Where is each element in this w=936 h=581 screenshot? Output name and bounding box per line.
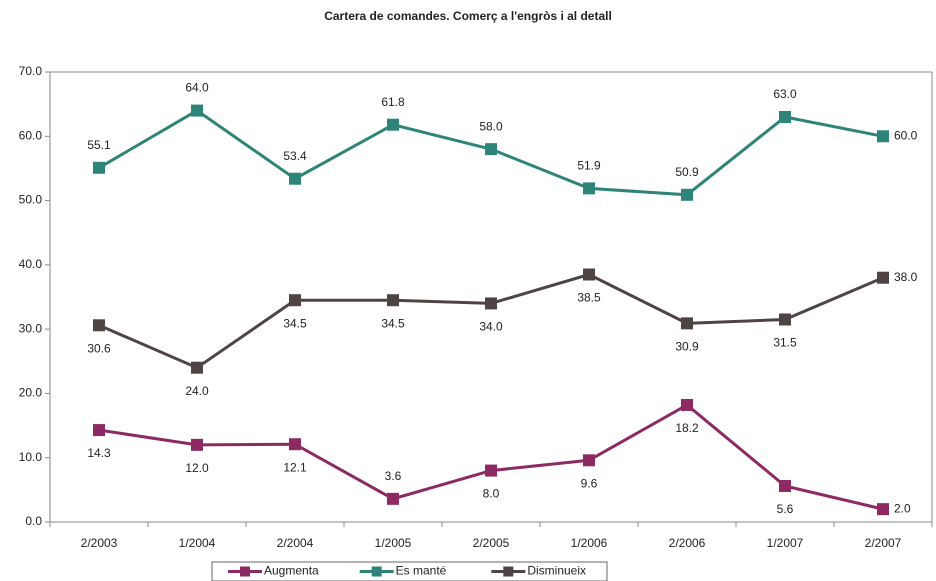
data-label: 30.9 <box>675 340 699 354</box>
marker <box>387 118 399 131</box>
data-label: 30.6 <box>87 341 111 355</box>
marker <box>289 294 301 307</box>
y-tick-label: 70.0 <box>19 64 43 78</box>
data-label: 34.0 <box>479 320 503 334</box>
data-label: 58.0 <box>479 119 503 133</box>
marker <box>93 319 105 332</box>
data-label: 5.6 <box>777 502 794 516</box>
legend-label: Disminueix <box>527 564 586 578</box>
y-tick-label: 30.0 <box>19 321 43 335</box>
data-label: 64.0 <box>185 81 209 95</box>
data-label: 38.5 <box>577 291 601 305</box>
marker <box>779 111 791 123</box>
data-label: 2.0 <box>894 501 911 515</box>
data-label: 9.6 <box>581 476 598 490</box>
marker <box>289 172 301 185</box>
data-label: 55.1 <box>87 138 111 152</box>
marker <box>779 480 791 492</box>
y-tick-label: 0.0 <box>25 514 42 528</box>
legend-label: Es manté <box>396 564 447 578</box>
marker <box>387 492 399 505</box>
data-label: 8.0 <box>483 487 500 501</box>
data-label: 61.8 <box>381 95 405 109</box>
x-tick-label: 1/2007 <box>767 536 804 550</box>
y-tick-label: 20.0 <box>19 386 43 400</box>
marker <box>681 399 693 411</box>
marker <box>93 424 105 437</box>
x-tick-label: 1/2004 <box>179 536 216 550</box>
legend-label: Augmenta <box>264 564 319 578</box>
marker <box>877 271 889 284</box>
data-label: 38.0 <box>894 270 918 284</box>
data-label: 12.0 <box>185 461 209 475</box>
marker <box>877 130 889 143</box>
data-label: 53.4 <box>283 149 307 163</box>
data-label: 63.0 <box>773 87 797 101</box>
data-label: 34.5 <box>381 316 405 330</box>
marker <box>583 454 595 467</box>
y-tick-label: 60.0 <box>19 128 43 142</box>
marker <box>191 361 203 374</box>
legend-marker <box>240 566 250 577</box>
data-label: 34.5 <box>283 316 307 330</box>
marker <box>93 161 105 174</box>
x-tick-label: 2/2007 <box>865 536 902 550</box>
y-tick-label: 50.0 <box>19 193 43 207</box>
data-label: 3.6 <box>385 469 402 483</box>
legend-marker <box>503 566 514 577</box>
marker <box>191 104 203 117</box>
x-tick-label: 2/2006 <box>669 536 706 550</box>
x-tick-label: 2/2005 <box>473 536 510 550</box>
y-tick-label: 40.0 <box>19 257 43 271</box>
marker <box>191 438 203 451</box>
marker <box>877 503 889 516</box>
marker <box>485 297 497 310</box>
marker <box>681 317 693 330</box>
data-label: 18.2 <box>675 421 699 435</box>
data-label: 24.0 <box>185 384 209 398</box>
data-label: 50.9 <box>675 165 699 179</box>
marker <box>485 464 497 477</box>
x-tick-label: 1/2006 <box>571 536 608 550</box>
data-label: 60.0 <box>894 128 918 142</box>
marker <box>583 182 595 195</box>
y-tick-label: 10.0 <box>19 450 43 464</box>
x-tick-label: 1/2005 <box>375 536 412 550</box>
legend-marker <box>371 566 382 577</box>
data-label: 51.9 <box>577 159 601 173</box>
marker <box>583 268 595 281</box>
marker <box>387 294 399 307</box>
data-label: 31.5 <box>773 336 797 350</box>
x-tick-label: 2/2003 <box>81 536 118 550</box>
x-tick-label: 2/2004 <box>277 536 314 550</box>
data-label: 12.1 <box>283 460 307 474</box>
data-label: 14.3 <box>87 446 111 460</box>
marker <box>485 143 497 156</box>
marker <box>289 438 301 451</box>
chart-title: Cartera de comandes. Comerç a l'engròs i… <box>324 9 612 23</box>
marker <box>779 313 791 326</box>
marker <box>681 188 693 201</box>
